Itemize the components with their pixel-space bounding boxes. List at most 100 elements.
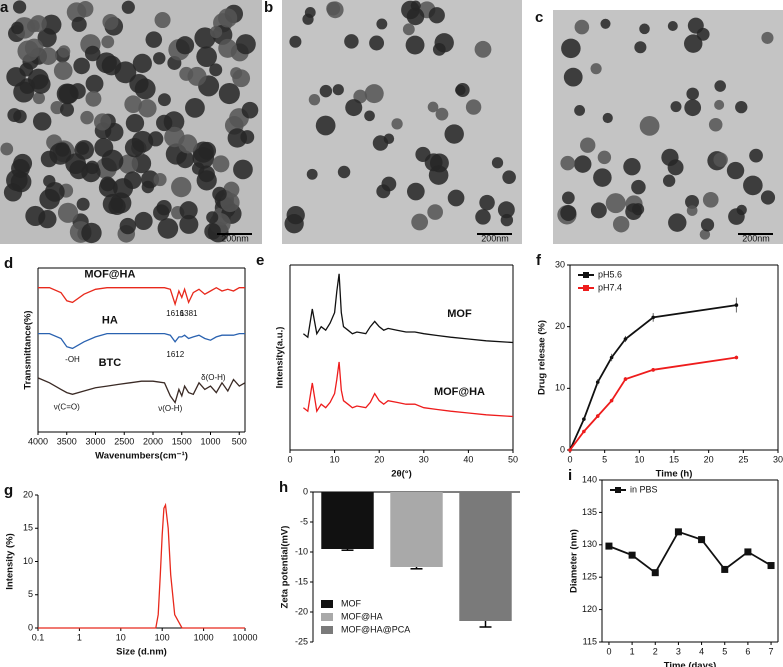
particle: [605, 193, 626, 214]
series-line: [38, 332, 245, 350]
particle: [344, 34, 359, 49]
x-tick-label: 10000: [232, 632, 257, 642]
x-tick-label: 1: [630, 646, 635, 656]
annotation: -OH: [65, 355, 80, 364]
particle: [406, 182, 425, 201]
particle: [444, 124, 464, 144]
particle: [491, 157, 504, 169]
scale-bar: [477, 233, 512, 235]
particle: [227, 128, 248, 148]
y-tick-label: 120: [582, 604, 597, 614]
y-tick-label: 140: [582, 474, 597, 484]
particle: [714, 80, 726, 92]
x-tick-label: 500: [232, 436, 247, 446]
legend-marker: [583, 285, 589, 291]
particle: [735, 100, 748, 114]
panel-label: h: [279, 479, 288, 496]
particle: [667, 20, 678, 31]
particle: [337, 165, 351, 179]
series-line: [569, 304, 737, 451]
x-tick-label: 4000: [28, 436, 48, 446]
particle: [85, 160, 100, 175]
y-tick-label: 5: [28, 589, 33, 599]
particle: [600, 18, 611, 29]
y-tick-label: 135: [582, 507, 597, 517]
particle: [212, 186, 227, 202]
x-tick-label: 2: [653, 646, 658, 656]
particle: [132, 53, 152, 74]
y-tick-label: 115: [583, 636, 597, 646]
x-tick-label: 30: [773, 454, 783, 464]
y-tick-label: -25: [295, 636, 308, 646]
particle: [179, 201, 198, 220]
particle: [590, 63, 602, 75]
panel-label: f: [536, 252, 542, 269]
particle: [134, 211, 153, 231]
particle: [153, 204, 170, 221]
particle: [198, 141, 217, 160]
particle: [53, 61, 73, 81]
particle: [209, 63, 223, 77]
particle: [148, 131, 164, 147]
particle: [749, 148, 763, 163]
series-label: MOF@HA: [84, 268, 135, 280]
x-tick-label: 15: [669, 454, 679, 464]
particle: [24, 38, 44, 58]
y-tick-label: 0: [303, 486, 308, 496]
panel-label: e: [256, 252, 264, 269]
particle: [465, 99, 482, 115]
particle: [171, 176, 192, 198]
y-axis-label: Drug relesae (%): [537, 320, 548, 395]
panel-label: b: [264, 0, 273, 16]
series-label: MOF@HA: [434, 386, 485, 398]
particle: [102, 13, 119, 30]
point: [734, 303, 739, 307]
particle: [435, 107, 449, 121]
panel-label: c: [535, 9, 543, 26]
x-tick-label: 20: [704, 454, 714, 464]
particle: [563, 67, 583, 87]
series-label: BTC: [99, 357, 122, 369]
particle: [428, 165, 449, 185]
particle: [383, 133, 395, 145]
x-tick-label: 0: [567, 454, 572, 464]
x-tick-label: 25: [738, 454, 748, 464]
particle: [376, 184, 391, 199]
x-tick-label: 6: [745, 646, 750, 656]
x-tick-label: 10: [116, 632, 126, 642]
particle: [760, 190, 776, 205]
particle: [56, 83, 78, 105]
particle: [590, 202, 607, 219]
particle: [702, 191, 719, 208]
particle: [639, 23, 650, 35]
point: [767, 562, 775, 570]
annotation: ν(O-H): [158, 404, 182, 413]
x-tick-label: 50: [508, 454, 518, 464]
particle: [574, 105, 586, 116]
x-tick-label: 0: [606, 646, 611, 656]
y-tick-label: 125: [582, 572, 597, 582]
particle: [308, 94, 321, 106]
particle: [728, 208, 745, 225]
point: [651, 315, 655, 320]
y-tick-label: 15: [23, 523, 33, 533]
point: [623, 337, 628, 341]
particle: [11, 159, 30, 178]
particle: [11, 21, 24, 35]
series-label: MOF: [447, 308, 472, 320]
particle: [124, 95, 142, 114]
panel-label: g: [4, 482, 13, 499]
particle: [686, 87, 699, 101]
x-tick-label: 0.1: [32, 632, 45, 642]
legend-label: MOF: [341, 598, 361, 608]
x-tick-label: 0: [287, 454, 292, 464]
point: [628, 551, 636, 559]
x-axis-label: 2θ(°): [391, 469, 412, 480]
particle: [141, 180, 155, 194]
particle: [218, 8, 238, 28]
particle: [699, 229, 711, 240]
annotation: ν(C=O): [54, 403, 80, 412]
particle: [153, 172, 167, 187]
y-tick-label: 130: [582, 539, 597, 549]
